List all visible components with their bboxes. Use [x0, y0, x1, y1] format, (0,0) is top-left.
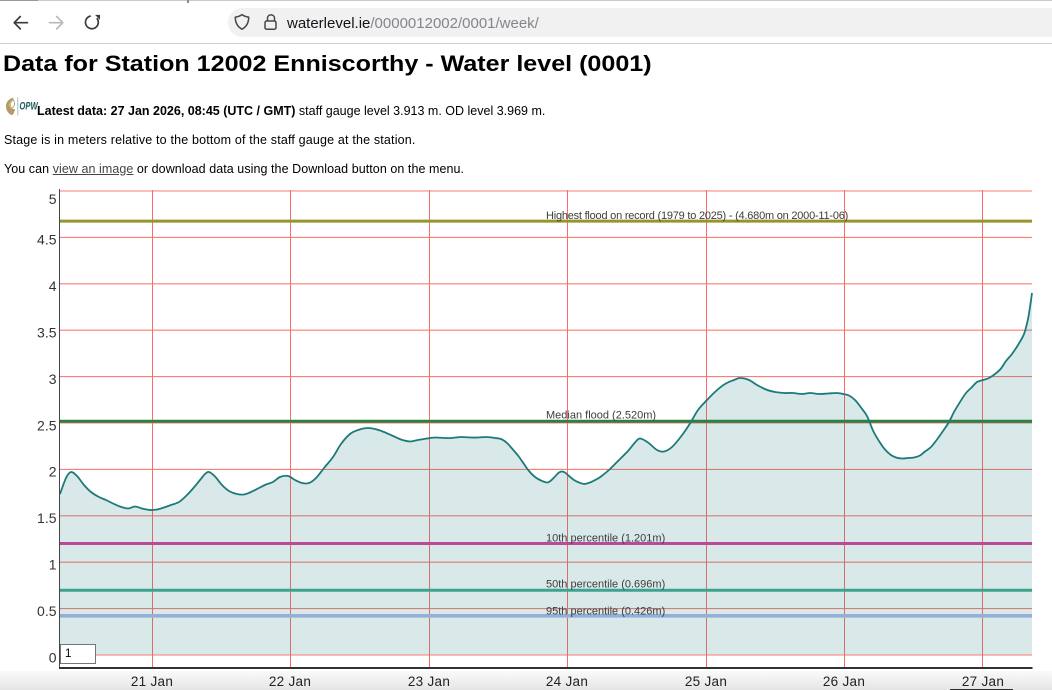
svg-text:2.5: 2.5: [37, 417, 57, 433]
svg-text:4.5: 4.5: [37, 232, 57, 248]
svg-text:95th percentile (0.426m): 95th percentile (0.426m): [546, 606, 665, 618]
svg-text:4: 4: [49, 278, 57, 294]
svg-text:10th percentile (1.201m): 10th percentile (1.201m): [546, 533, 665, 545]
svg-text:3: 3: [49, 371, 57, 387]
svg-text:Median flood (2.520m): Median flood (2.520m): [546, 410, 656, 422]
svg-text:0.5: 0.5: [37, 603, 57, 619]
svg-text:1.5: 1.5: [37, 510, 57, 526]
svg-text:2: 2: [49, 464, 57, 480]
svg-text:3.5: 3.5: [37, 325, 57, 341]
svg-text:5: 5: [49, 191, 57, 207]
svg-text:50th percentile (0.696m): 50th percentile (0.696m): [546, 579, 665, 591]
svg-text:1: 1: [49, 557, 57, 573]
svg-text:Highest flood on record (1979: Highest flood on record (1979 to 2025) -…: [546, 210, 848, 222]
svg-text:OPW: OPW: [19, 100, 39, 112]
svg-text:0: 0: [49, 649, 57, 665]
